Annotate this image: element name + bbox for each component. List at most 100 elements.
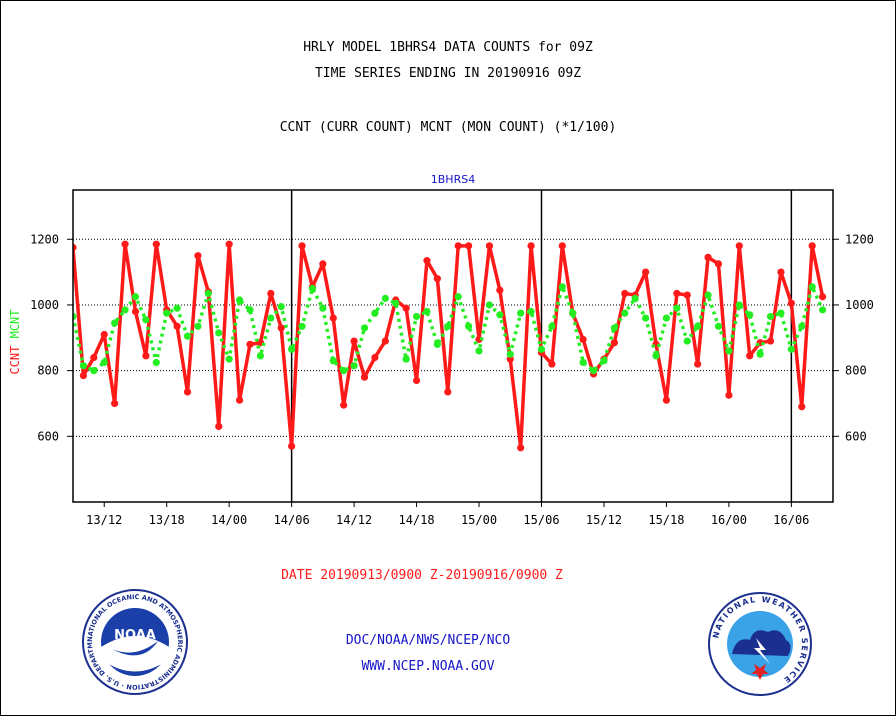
point-mcnt-62: [714, 322, 723, 330]
point-ccnt-64: [735, 242, 743, 250]
noaa-logo-text: NOAA: [114, 628, 156, 643]
point-mcnt-59: [683, 337, 691, 345]
point-mcnt-24: [319, 304, 327, 312]
point-ccnt-63: [725, 391, 733, 399]
point-mcnt-35: [433, 340, 441, 348]
point-mcnt-41: [496, 311, 504, 319]
point-mcnt-9: [163, 309, 171, 317]
point-ccnt-47: [558, 242, 566, 250]
point-ccnt-4: [111, 399, 119, 408]
point-mcnt-13: [204, 289, 212, 298]
point-ccnt-16: [235, 396, 244, 404]
point-mcnt-15: [225, 355, 233, 363]
point-mcnt-10: [173, 304, 181, 312]
point-mcnt-32: [402, 355, 410, 363]
point-ccnt-1: [79, 371, 88, 380]
point-mcnt-14: [215, 329, 223, 337]
point-mcnt-26: [340, 367, 348, 375]
point-ccnt-0: [73, 243, 77, 252]
point-ccnt-28: [360, 373, 369, 381]
ytick-right-label-800: 800: [845, 364, 867, 378]
point-mcnt-1: [79, 362, 88, 370]
point-ccnt-49: [579, 335, 587, 344]
point-mcnt-34: [423, 307, 431, 316]
point-mcnt-23: [308, 284, 317, 293]
point-mcnt-25: [329, 357, 337, 365]
ytick-right-label-1200: 1200: [845, 232, 874, 246]
point-mcnt-8: [152, 358, 160, 367]
point-mcnt-38: [465, 322, 473, 330]
point-ccnt-41: [496, 286, 504, 294]
point-ccnt-60: [694, 360, 702, 368]
point-ccnt-14: [215, 422, 223, 431]
point-ccnt-33: [412, 376, 421, 385]
point-mcnt-54: [631, 294, 639, 302]
point-mcnt-20: [277, 302, 285, 311]
point-mcnt-39: [475, 347, 483, 355]
point-mcnt-33: [412, 312, 421, 321]
point-ccnt-11: [183, 388, 192, 396]
point-mcnt-56: [652, 352, 660, 360]
point-ccnt-67: [766, 337, 775, 345]
point-ccnt-37: [454, 242, 462, 250]
xtick-label-16/06: 16/06: [773, 513, 809, 527]
xtick-label-14/06: 14/06: [274, 513, 310, 527]
point-mcnt-58: [673, 304, 681, 312]
xtick-label-15/18: 15/18: [648, 513, 684, 527]
point-ccnt-12: [194, 252, 202, 260]
point-mcnt-45: [537, 345, 546, 353]
point-ccnt-72: [818, 293, 827, 301]
point-mcnt-28: [360, 324, 369, 332]
point-mcnt-12: [194, 322, 202, 330]
point-mcnt-70: [798, 322, 806, 330]
point-mcnt-21: [288, 345, 296, 353]
noaa-logo: NATIONAL OCEANIC AND ATMOSPHERIC ADMINIS…: [82, 589, 188, 695]
point-ccnt-71: [808, 242, 816, 250]
point-ccnt-38: [465, 242, 473, 250]
point-mcnt-31: [392, 299, 400, 307]
point-mcnt-22: [298, 322, 306, 330]
point-mcnt-16: [235, 296, 244, 304]
point-ccnt-57: [662, 396, 671, 404]
point-mcnt-2: [90, 367, 98, 375]
point-mcnt-67: [766, 312, 775, 321]
point-mcnt-61: [704, 291, 712, 299]
point-ccnt-34: [423, 257, 431, 265]
plot-title: 1BHRS4: [431, 173, 475, 186]
point-ccnt-15: [225, 240, 233, 248]
xtick-label-14/18: 14/18: [398, 513, 434, 527]
ytick-left-label-600: 600: [37, 429, 59, 443]
point-ccnt-43: [517, 444, 525, 452]
point-ccnt-44: [527, 242, 535, 250]
point-mcnt-60: [694, 322, 702, 330]
point-ccnt-68: [777, 268, 785, 276]
xtick-label-14/12: 14/12: [336, 513, 372, 527]
point-mcnt-63: [725, 347, 733, 355]
point-ccnt-5: [121, 240, 129, 248]
point-ccnt-24: [319, 260, 327, 268]
agency-text: DOC/NOAA/NWS/NCEP/NCO: [345, 633, 511, 648]
point-mcnt-68: [777, 309, 785, 317]
point-ccnt-65: [746, 352, 754, 360]
point-ccnt-17: [246, 340, 254, 348]
ytick-left-label-1200: 1200: [30, 232, 59, 246]
x-axis-label: DATE 20190913/0900 Z-20190916/0900 Z: [281, 568, 563, 583]
point-ccnt-6: [131, 307, 140, 316]
point-ccnt-20: [277, 324, 285, 332]
point-ccnt-29: [371, 353, 379, 362]
point-mcnt-46: [548, 322, 556, 330]
point-mcnt-29: [371, 309, 379, 317]
point-ccnt-2: [90, 353, 98, 362]
point-mcnt-19: [267, 314, 275, 322]
series-ccnt: [73, 240, 827, 452]
website-link[interactable]: WWW.NCEP.NOAA.GOV: [361, 659, 495, 674]
point-mcnt-4: [111, 319, 119, 327]
point-ccnt-3: [100, 330, 108, 339]
point-mcnt-52: [610, 324, 618, 332]
point-mcnt-27: [350, 362, 358, 370]
point-mcnt-71: [808, 283, 816, 291]
point-ccnt-26: [340, 401, 348, 409]
point-ccnt-30: [381, 337, 389, 345]
grid-layer: [73, 190, 833, 502]
